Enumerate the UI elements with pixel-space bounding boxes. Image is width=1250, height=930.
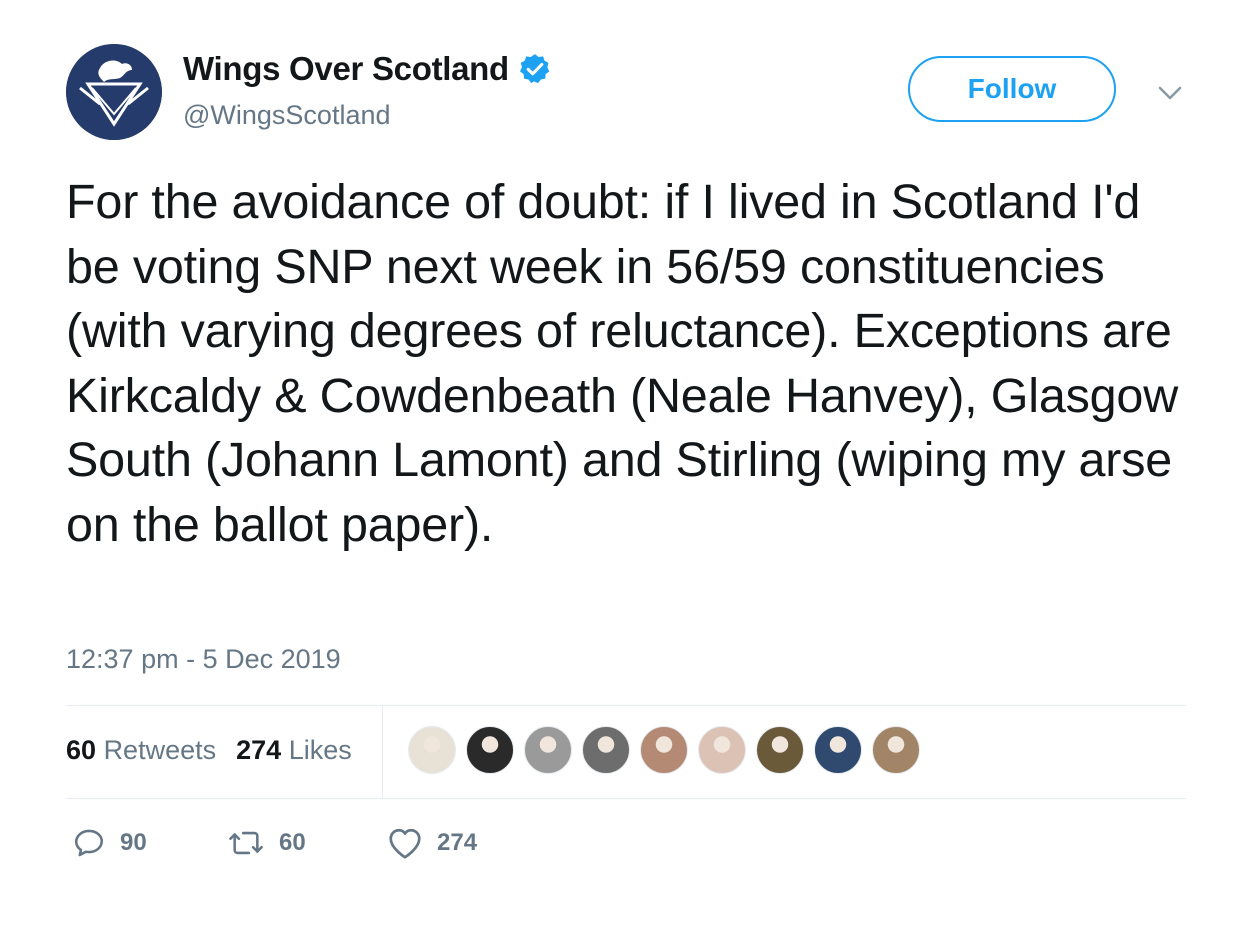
liker-avatar-9[interactable] bbox=[872, 726, 920, 774]
tweet-stats: 60 Retweets 274 Likes bbox=[66, 735, 372, 766]
author-handle[interactable]: @WingsScotland bbox=[183, 100, 391, 130]
tweet-text: For the avoidance of doubt: if I lived i… bbox=[66, 175, 1179, 552]
retweet-icon bbox=[229, 831, 263, 855]
stats-divider bbox=[382, 706, 383, 798]
liker-avatar-4[interactable] bbox=[582, 726, 630, 774]
chevron-down-icon[interactable] bbox=[1155, 80, 1185, 106]
liker-avatar-7[interactable] bbox=[756, 726, 804, 774]
liker-avatar-1[interactable] bbox=[408, 726, 456, 774]
like-count: 274 bbox=[437, 829, 478, 856]
divider-top bbox=[66, 705, 1186, 706]
tweet-actions: 90 60 274 bbox=[72, 826, 477, 860]
retweet-count: 60 bbox=[279, 829, 306, 856]
retweets-stat-label: Retweets bbox=[103, 735, 217, 765]
retweets-stat[interactable]: 60 Retweets bbox=[66, 735, 216, 766]
likes-stat-label: Likes bbox=[288, 735, 352, 765]
retweet-button[interactable]: 60 bbox=[227, 826, 387, 860]
wings-crest-icon bbox=[66, 44, 162, 140]
liker-avatar-3[interactable] bbox=[524, 726, 572, 774]
reply-button[interactable]: 90 bbox=[72, 826, 227, 860]
author-name-row[interactable]: Wings Over Scotland bbox=[183, 50, 552, 88]
divider-bottom bbox=[66, 798, 1186, 799]
liker-avatar-6[interactable] bbox=[698, 726, 746, 774]
author-avatar[interactable] bbox=[66, 44, 162, 140]
retweets-stat-count: 60 bbox=[66, 735, 97, 765]
reply-icon bbox=[74, 829, 104, 857]
likers-list bbox=[408, 726, 930, 774]
follow-button[interactable]: Follow bbox=[908, 56, 1116, 122]
author-display-name[interactable]: Wings Over Scotland bbox=[183, 50, 509, 87]
liker-avatar-8[interactable] bbox=[814, 726, 862, 774]
liker-avatar-5[interactable] bbox=[640, 726, 688, 774]
liker-avatar-2[interactable] bbox=[466, 726, 514, 774]
heart-icon bbox=[389, 828, 421, 859]
likes-stat-count: 274 bbox=[236, 735, 282, 765]
verified-badge-icon bbox=[519, 54, 550, 84]
likes-stat[interactable]: 274 Likes bbox=[236, 735, 352, 766]
like-button[interactable]: 274 bbox=[387, 826, 477, 860]
reply-count: 90 bbox=[120, 829, 147, 856]
tweet-timestamp[interactable]: 12:37 pm - 5 Dec 2019 bbox=[66, 644, 341, 674]
